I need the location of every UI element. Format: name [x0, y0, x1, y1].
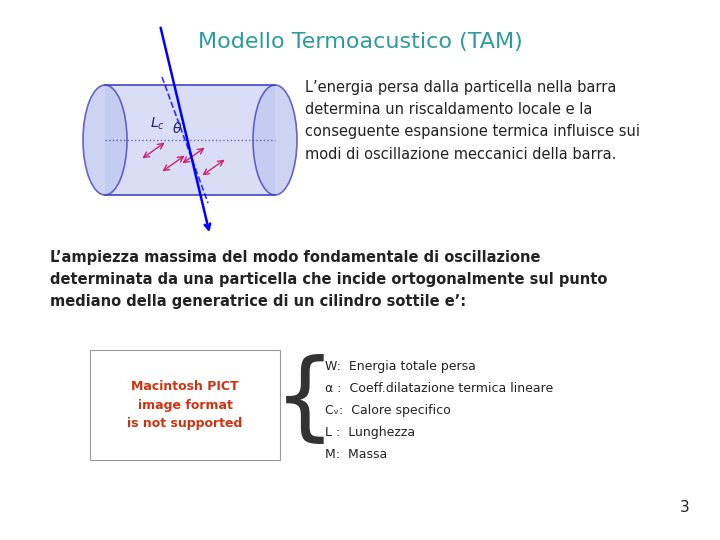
Text: 3: 3: [680, 500, 690, 515]
Text: Modello Termoacustico (TAM): Modello Termoacustico (TAM): [197, 32, 523, 52]
Text: L’ampiezza massima del modo fondamentale di oscillazione
determinata da una part: L’ampiezza massima del modo fondamentale…: [50, 250, 608, 309]
Bar: [90, 350, 280, 460]
Ellipse shape: [83, 85, 127, 195]
Text: Macintosh PICT
image format
is not supported: Macintosh PICT image format is not suppo…: [127, 381, 243, 429]
Text: α :  Coeff.dilatazione termica lineare: α : Coeff.dilatazione termica lineare: [325, 382, 553, 395]
Text: Cᵥ:  Calore specifico: Cᵥ: Calore specifico: [325, 404, 451, 417]
Text: $L_c$: $L_c$: [150, 116, 165, 132]
Text: {: {: [274, 354, 336, 447]
Text: $\theta$: $\theta$: [172, 121, 182, 136]
Text: M:  Massa: M: Massa: [325, 448, 387, 461]
Text: L’energia persa dalla particella nella barra
determina un riscaldamento locale e: L’energia persa dalla particella nella b…: [305, 80, 640, 161]
Text: L :  Lunghezza: L : Lunghezza: [325, 426, 415, 439]
Text: W:  Energia totale persa: W: Energia totale persa: [325, 360, 476, 373]
Bar: [105, 85, 275, 195]
Ellipse shape: [253, 85, 297, 195]
